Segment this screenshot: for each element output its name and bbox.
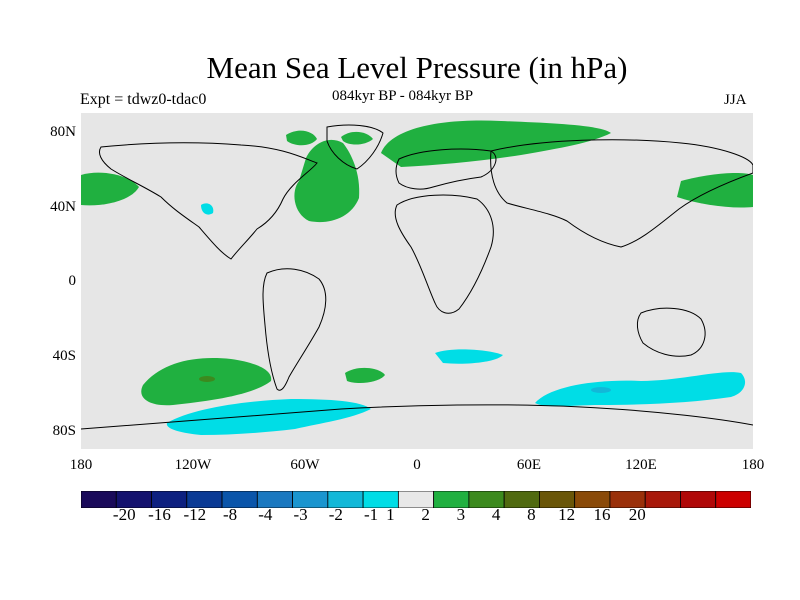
lon-label-60e: 60E [516,457,542,473]
anomaly-labrador [286,130,317,146]
lat-label-40s: 40S [52,348,76,364]
colorbar-label: -20 [112,505,136,524]
colorbar-label: 4 [491,505,501,524]
anomaly-core-southeast-pacific [199,376,215,382]
anomaly-scandinavia [341,131,373,145]
coastlines [81,124,753,430]
anomaly-south-indian-west [435,349,503,364]
season-label: JJA [724,92,747,108]
coast-greenland [326,124,384,170]
coast-asia [490,139,753,248]
lat-label-80s: 80S [52,423,76,439]
anomaly-core-south-indian [591,387,611,393]
lon-label-120w: 120W [174,457,212,473]
colorbar-label: 1 [386,505,395,524]
anomaly-southern-ocean-pacific [166,399,371,435]
coast-south-america [262,268,327,391]
colorbar-label: 20 [628,505,646,524]
colorbar [81,491,751,508]
colorbar-label: 3 [456,505,466,524]
coast-europe [395,148,497,190]
anomaly-arctic [381,120,611,167]
colorbar-label: -16 [148,505,171,524]
pressure-map [81,113,753,449]
chart-title: Mean Sea Level Pressure (in hPa) [206,50,628,85]
lat-label-40n: 40N [50,199,76,215]
colorbar-label: -3 [293,505,308,524]
colorbar-label: -2 [328,505,343,524]
lat-label-0: 0 [68,273,77,289]
negative-anomaly-regions [166,203,746,435]
experiment-label: Expt = tdwz0-tdac0 [80,91,207,108]
coast-australia [636,307,706,357]
period-label: 084kyr BP - 084kyr BP [332,88,474,104]
colorbar-cell [715,491,751,508]
lon-label-120e: 120E [625,457,657,473]
lon-label-180w: 180 [69,457,93,473]
lon-label-0: 0 [413,457,421,473]
colorbar-label: -4 [258,505,273,524]
colorbar-label: -12 [183,505,207,524]
coast-antarctica [81,404,753,430]
colorbar-cells [81,491,751,508]
colorbar-label: 8 [527,505,536,524]
lat-label-80n: 80N [50,124,76,140]
anomaly-north-pacific-west [677,173,753,208]
colorbar-label: 12 [558,505,576,524]
anomaly-south-atlantic [345,367,385,383]
anomaly-north-pacific-east [81,172,139,206]
lon-label-180e: 180 [741,457,765,473]
colorbar-label: 2 [421,505,430,524]
coast-north-america [98,142,318,260]
anomaly-south-indian-east [535,372,746,407]
lon-label-60w: 60W [290,457,320,473]
colorbar-cell [680,491,717,508]
anomaly-arabian [201,203,214,215]
colorbar-label: -1 [364,505,379,524]
colorbar-label: -8 [222,505,238,524]
coast-africa [394,194,494,314]
colorbar-label: 16 [593,505,611,524]
